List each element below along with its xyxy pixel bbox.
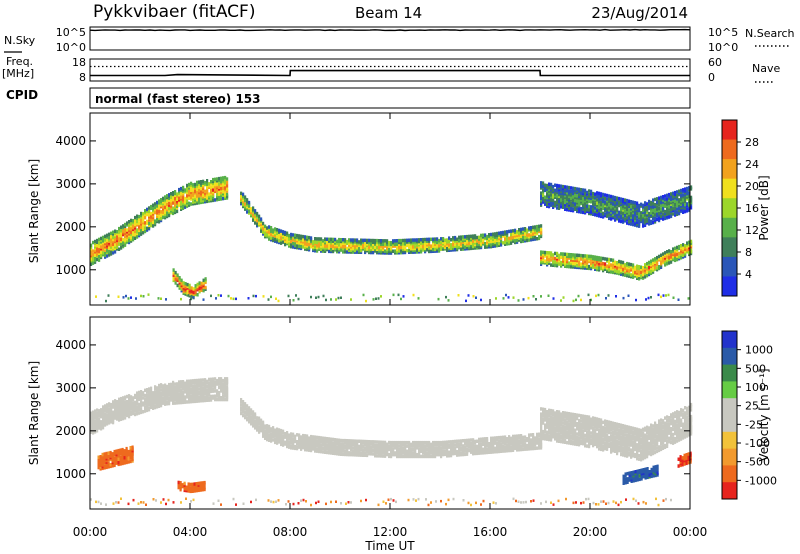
velocity-colorbar-label: Velocity [m s⁻¹] <box>757 368 771 461</box>
svg-text:20: 20 <box>745 180 759 193</box>
noise-left-tick-top: 10^5 <box>56 26 86 39</box>
svg-text:2000: 2000 <box>55 220 86 234</box>
svg-text:28: 28 <box>745 136 759 149</box>
freq-series-line <box>90 69 690 77</box>
nave-label: Nave <box>752 62 780 75</box>
velocity-panel-frame <box>89 316 691 510</box>
svg-text:3000: 3000 <box>55 177 86 191</box>
svg-text:1000: 1000 <box>55 263 86 277</box>
svg-text:4000: 4000 <box>55 134 86 148</box>
velocity-colorbar-frame <box>721 330 738 500</box>
cpid-program-label: normal (fast stereo) 153 <box>95 92 261 106</box>
power-y-axis-label: Slant Range [km] <box>27 159 41 263</box>
noise-right-tick-bottom: 10^0 <box>708 41 738 54</box>
freq-left-tick-top: 18 <box>72 56 86 69</box>
date-label: 23/Aug/2014 <box>591 4 688 22</box>
nsky-series-line <box>89 28 691 32</box>
svg-text:4: 4 <box>745 268 752 281</box>
noise-panel-frame <box>89 26 691 51</box>
beam-label: Beam 14 <box>355 4 422 22</box>
svg-text:8: 8 <box>745 246 752 259</box>
time-axis: 00:00 04:00 08:00 12:00 16:00 20:00 00:00 <box>73 113 707 539</box>
freq-panel: 18 8 60 0 <box>72 56 722 84</box>
velocity-heatmap <box>90 377 693 507</box>
freq-left-tick-bottom: 8 <box>79 71 86 84</box>
freq-panel-frame <box>89 58 691 82</box>
svg-text:12: 12 <box>745 224 759 237</box>
noise-panel: 10^5 10^0 10^5 10^0 <box>56 26 738 54</box>
nsearch-label: N.Search <box>745 27 795 40</box>
power-panel: 4000 3000 2000 1000 Slant Range [km] <box>27 112 693 306</box>
time-axis-label: Time UT <box>364 539 415 553</box>
velocity-y-axis-label: Slant Range [km] <box>27 361 41 465</box>
power-colorbar-ticks: 28 24 20 16 12 8 4 <box>737 136 759 281</box>
station-title: Pykkvibaer (fitACF) <box>93 2 255 22</box>
freq-label: Freq. <box>6 55 33 68</box>
cpid-panel: normal (fast stereo) 153 <box>89 87 691 109</box>
nave-right-tick-top: 60 <box>708 56 722 69</box>
cpid-label: CPID <box>6 88 38 102</box>
nave-right-tick-bottom: 0 <box>708 71 715 84</box>
cpid-panel-frame <box>89 87 691 109</box>
power-colorbar: 28 24 20 16 12 8 4 Power [dB] <box>721 119 771 297</box>
mhz-label: [MHz] <box>2 67 34 80</box>
power-colorbar-label: Power [dB] <box>757 175 771 240</box>
power-heatmap <box>90 175 693 303</box>
power-colorbar-cells <box>722 120 737 297</box>
svg-text:24: 24 <box>745 158 759 171</box>
noise-left-tick-bottom: 10^0 <box>56 41 86 54</box>
nsky-label: N.Sky <box>4 34 36 47</box>
noise-right-tick-top: 10^5 <box>708 26 738 39</box>
power-y-axis: 4000 3000 2000 1000 <box>55 134 690 277</box>
velocity-colorbar-cells <box>722 331 737 500</box>
svg-text:16: 16 <box>745 202 759 215</box>
